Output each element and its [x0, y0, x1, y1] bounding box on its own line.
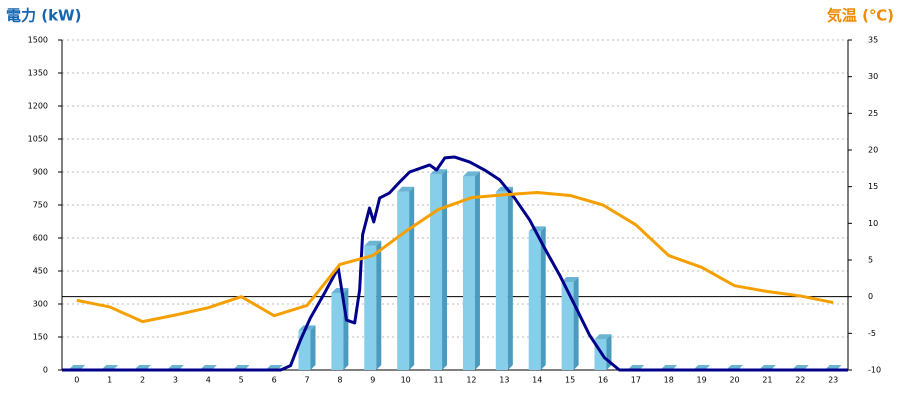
bar: [462, 171, 480, 370]
y-tick-label: 750: [33, 201, 48, 210]
bar-front: [331, 293, 344, 370]
x-tick-label: 16: [598, 376, 608, 385]
y2-tick-label: 5: [868, 256, 873, 265]
bar-front: [495, 191, 508, 370]
y2-tick-label: 20: [868, 146, 878, 155]
y-tick-label: 1200: [28, 102, 48, 111]
y2-tick-label: 10: [868, 219, 878, 228]
bar-top: [594, 334, 612, 340]
x-tick-label: 13: [499, 376, 509, 385]
line: [76, 191, 834, 324]
bar: [298, 325, 316, 370]
x-tick-label: 7: [304, 376, 309, 385]
x-tick-label: 19: [697, 376, 707, 385]
bar-side: [409, 186, 415, 370]
bar-top: [430, 169, 448, 175]
y2-tick-label: -5: [868, 329, 876, 338]
y2-tick-label: 15: [868, 182, 878, 191]
bar-side: [507, 186, 513, 370]
x-tick-label: 0: [74, 376, 79, 385]
x-tick-label: 22: [795, 376, 805, 385]
x-tick-label: 8: [337, 376, 342, 385]
bar-side: [474, 171, 480, 370]
bar: [331, 288, 349, 370]
x-tick-label: 9: [370, 376, 375, 385]
bar: [495, 186, 513, 370]
bar-top: [397, 186, 415, 192]
bar-front: [462, 176, 475, 370]
y-tick-label: 600: [33, 234, 48, 243]
bar-front: [397, 191, 410, 370]
bar-top: [364, 240, 382, 246]
y2-tick-label: 30: [868, 72, 878, 81]
bar-top: [331, 288, 349, 293]
x-tick-label: 12: [466, 376, 476, 385]
x-tick-label: 18: [664, 376, 674, 385]
x-tick-label: 6: [272, 376, 277, 385]
bar: [364, 240, 382, 370]
x-tick-label: 11: [433, 376, 443, 385]
bar-front: [430, 174, 443, 370]
x-tick-label: 23: [828, 376, 838, 385]
bar-side: [376, 240, 382, 370]
x-tick-label: 5: [239, 376, 244, 385]
x-tick-label: 3: [173, 376, 178, 385]
y-tick-label: 1500: [28, 36, 48, 45]
y2-tick-label: 0: [868, 292, 873, 301]
y2-axis-title: 気温 (℃): [827, 7, 894, 25]
bar-front: [528, 231, 541, 370]
y-axis-title: 電力 (kW): [6, 7, 81, 25]
y2-tick-label: 35: [868, 36, 878, 45]
y-tick-label: 450: [33, 267, 48, 276]
y2-tick-label: -10: [868, 366, 881, 375]
bar-front: [561, 282, 574, 370]
bar-side: [442, 169, 448, 370]
bar-top: [561, 277, 579, 282]
bar: [528, 226, 546, 370]
bar-side: [540, 226, 546, 370]
bar-front: [298, 330, 311, 370]
bar: [594, 334, 612, 370]
y-tick-label: 900: [33, 168, 48, 177]
bar-top: [462, 171, 480, 177]
bar: [561, 277, 579, 370]
x-tick-label: 2: [140, 376, 145, 385]
bar-side: [573, 277, 579, 370]
x-tick-label: 17: [631, 376, 641, 385]
y-tick-label: 1050: [28, 135, 48, 144]
x-tick-label: 4: [206, 376, 211, 385]
bar: [397, 186, 415, 370]
y-tick-label: 150: [33, 333, 48, 342]
y-tick-label: 1350: [28, 69, 48, 78]
line: [62, 155, 848, 372]
y2-tick-label: 25: [868, 109, 878, 118]
x-tick-label: 10: [401, 376, 411, 385]
x-tick-label: 20: [729, 376, 739, 385]
x-tick-label: 21: [762, 376, 772, 385]
bar-side: [310, 325, 316, 370]
x-tick-label: 14: [532, 376, 542, 385]
y-tick-label: 0: [43, 366, 48, 375]
x-tick-label: 1: [107, 376, 112, 385]
bar: [430, 169, 448, 370]
bar-front: [364, 245, 377, 370]
x-tick-label: 15: [565, 376, 575, 385]
y-tick-label: 300: [33, 300, 48, 309]
